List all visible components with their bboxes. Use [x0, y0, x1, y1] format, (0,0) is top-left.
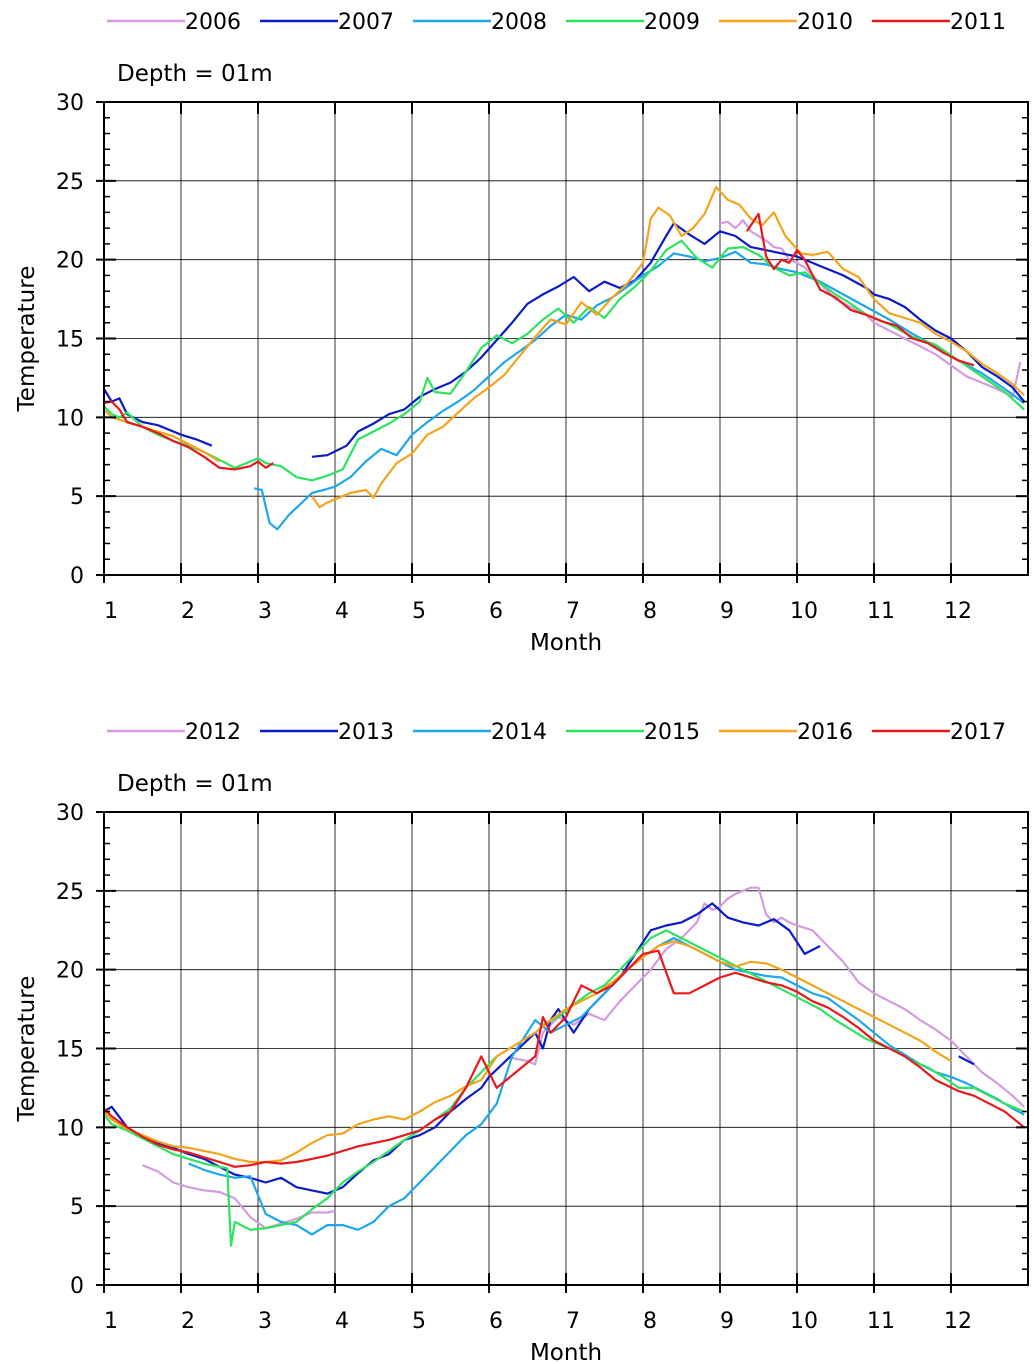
legend-item: 2017 [872, 720, 1006, 745]
series-line-2015 [104, 929, 1025, 1247]
legend-label: 2011 [950, 10, 1006, 35]
x-tick-label: 7 [566, 1309, 580, 1334]
x-tick-label: 5 [412, 1309, 426, 1334]
legend-label: 2014 [491, 720, 547, 745]
legend-label: 2017 [950, 720, 1006, 745]
series-line-2006 [719, 219, 1022, 398]
series-line-2009 [104, 239, 1025, 482]
y-tick-label: 0 [70, 564, 84, 589]
x-tick-label: 4 [335, 1309, 349, 1334]
y-tick-label: 5 [70, 1195, 84, 1220]
y-tick-label: 20 [56, 249, 84, 274]
x-tick-label: 3 [258, 599, 272, 624]
x-tick-label: 1 [104, 1309, 118, 1334]
legend-item: 2006 [107, 10, 241, 35]
x-tick-label: 2 [181, 599, 195, 624]
series-lines [104, 886, 1025, 1247]
x-tick-label: 2 [181, 1309, 195, 1334]
series-line-2016 [104, 941, 1024, 1162]
y-tick-label: 30 [56, 801, 84, 826]
legend-label: 2012 [185, 720, 241, 745]
y-tick-label: 0 [70, 1274, 84, 1299]
x-tick-label: 10 [790, 1309, 818, 1334]
x-tick-label: 4 [335, 599, 349, 624]
x-axis: 1 2 3 4 5 6 7 8 9 10 11 12 [103, 812, 972, 1334]
x-tick-label: 3 [258, 1309, 272, 1334]
panel-title: Depth = 01m [117, 61, 273, 87]
x-axis: 1 2 3 4 5 6 7 8 9 10 11 12 [103, 102, 972, 624]
legend: 2012 2013 2014 2015 2016 2017 [107, 720, 1006, 745]
x-tick-label: 5 [412, 599, 426, 624]
series-line-2017 [104, 949, 1025, 1168]
legend-item: 2011 [872, 10, 1006, 35]
x-tick-label: 7 [566, 599, 580, 624]
gridlines [103, 101, 1029, 576]
y-axis: 0 5 10 15 20 25 30 [56, 801, 1028, 1299]
legend-label: 2015 [644, 720, 700, 745]
legend-item: 2013 [260, 720, 394, 745]
legend-label: 2007 [338, 10, 394, 35]
legend-label: 2006 [185, 10, 241, 35]
y-tick-label: 20 [56, 959, 84, 984]
x-tick-label: 1 [104, 599, 118, 624]
legend-item: 2010 [719, 10, 853, 35]
series-line-2007 [104, 222, 1025, 458]
x-tick-label: 9 [720, 599, 734, 624]
legend-label: 2013 [338, 720, 394, 745]
legend-item: 2007 [260, 10, 394, 35]
series-line-2010 [104, 186, 1025, 509]
legend-label: 2016 [797, 720, 853, 745]
legend-label: 2009 [644, 10, 700, 35]
legend-label: 2010 [797, 10, 853, 35]
x-tick-label: 6 [489, 599, 503, 624]
y-tick-label: 30 [56, 91, 84, 116]
x-axis-label: Month [530, 630, 602, 656]
y-tick-label: 25 [56, 170, 84, 195]
x-tick-label: 6 [489, 1309, 503, 1334]
x-tick-label: 8 [643, 1309, 657, 1334]
series-lines [104, 186, 1025, 531]
legend: 2006 2007 2008 2009 2010 2011 [107, 10, 1006, 35]
panel-title: Depth = 01m [117, 771, 273, 797]
legend-item: 2008 [413, 10, 547, 35]
y-tick-label: 10 [56, 406, 84, 431]
y-tick-label: 25 [56, 880, 84, 905]
legend-label: 2008 [491, 10, 547, 35]
y-tick-label: 15 [56, 328, 84, 353]
y-tick-label: 15 [56, 1038, 84, 1063]
series-line-2008 [253, 250, 1025, 531]
y-tick-label: 5 [70, 485, 84, 510]
legend-item: 2012 [107, 720, 241, 745]
x-tick-label: 12 [944, 599, 972, 624]
legend-item: 2014 [413, 720, 547, 745]
y-axis-label: Temperature [14, 266, 40, 413]
legend-item: 2016 [719, 720, 853, 745]
x-tick-label: 9 [720, 1309, 734, 1334]
x-tick-label: 11 [867, 1309, 895, 1334]
series-line-2011 [104, 212, 975, 471]
x-tick-label: 11 [867, 599, 895, 624]
series-line-2012 [142, 886, 1025, 1230]
y-tick-label: 10 [56, 1116, 84, 1141]
y-axis: 0 5 10 15 20 25 30 [56, 91, 1028, 589]
legend-item: 2015 [566, 720, 700, 745]
x-tick-label: 10 [790, 599, 818, 624]
x-tick-label: 8 [643, 599, 657, 624]
y-axis-label: Temperature [14, 976, 40, 1123]
legend-item: 2009 [566, 10, 700, 35]
x-tick-label: 12 [944, 1309, 972, 1334]
x-axis-label: Month [530, 1340, 602, 1364]
